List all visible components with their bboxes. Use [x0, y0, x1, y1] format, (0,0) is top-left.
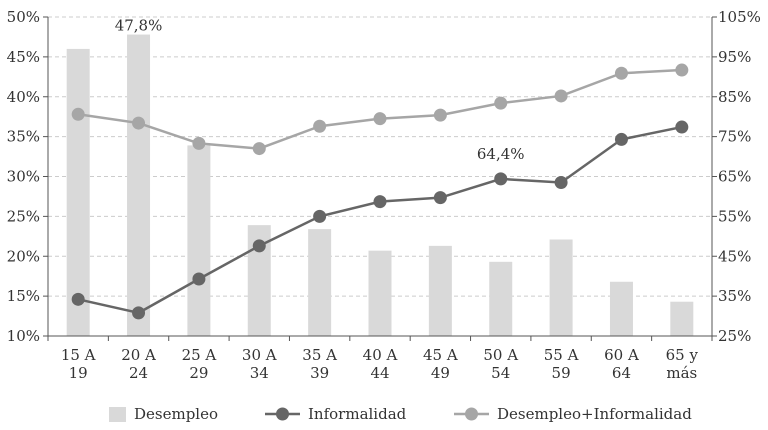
point-informalidad: [494, 172, 508, 186]
legend-label-informalidad: Informalidad: [308, 405, 407, 423]
y-right-tick-label: 25%: [718, 327, 751, 345]
y-right-tick-label: 55%: [718, 207, 751, 225]
bar-desempleo: [187, 145, 211, 336]
point-desempleo-informalidad: [132, 116, 146, 130]
legend-marker-informalidad: [276, 407, 289, 421]
bar-desempleo: [308, 229, 332, 336]
legend-marker-desempleo-informalidad: [465, 407, 478, 421]
x-tick-label: 44: [370, 364, 389, 382]
bar-desempleo: [247, 225, 271, 336]
point-informalidad: [192, 272, 206, 286]
x-tick-label: 24: [129, 364, 148, 382]
x-tick-label: 40 A: [363, 346, 398, 364]
y-left-tick-label: 50%: [7, 8, 40, 26]
x-tick-label: 54: [491, 364, 510, 382]
bar-desempleo: [549, 239, 573, 336]
point-desempleo-informalidad: [433, 108, 447, 122]
y-right-tick-label: 95%: [718, 48, 751, 66]
x-tick-label: 20 A: [121, 346, 156, 364]
point-desempleo-informalidad: [675, 63, 689, 77]
point-desempleo-informalidad: [192, 136, 206, 150]
x-tick-label: 25 A: [182, 346, 217, 364]
y-right-tick-label: 65%: [718, 168, 751, 186]
x-tick-label: 35 A: [302, 346, 337, 364]
point-informalidad: [554, 175, 568, 189]
x-tick-label: 50 A: [483, 346, 518, 364]
y-left-tick-label: 35%: [7, 128, 40, 146]
bar-desempleo: [609, 281, 633, 336]
legend-swatch-desempleo: [109, 407, 126, 422]
axes: [43, 16, 717, 341]
point-informalidad: [675, 120, 689, 134]
bar-desempleo: [66, 48, 90, 337]
tick-labels: 10% 15% 20% 25% 30% 35% 40% 45% 50% 25% 35% 45% 55% 6…: [7, 8, 761, 382]
point-informalidad: [132, 306, 146, 320]
point-informalidad: [373, 195, 387, 209]
y-right-tick-label: 75%: [718, 128, 751, 146]
y-right-tick-label: 85%: [718, 88, 751, 106]
bar-desempleo: [428, 245, 452, 336]
bar-desempleo: [489, 261, 513, 336]
bar-desempleo: [127, 34, 151, 337]
y-left-tick-label: 20%: [7, 247, 40, 265]
x-tick-label: 15 A: [61, 346, 96, 364]
point-informalidad: [252, 239, 266, 253]
y-right-tick-label: 45%: [718, 247, 751, 265]
x-tick-label: 64: [612, 364, 631, 382]
legend-label-desempleo: Desempleo: [134, 405, 218, 423]
point-informalidad: [433, 191, 447, 205]
y-left-tick-label: 40%: [7, 88, 40, 106]
data-label: 47,8%: [115, 17, 163, 35]
point-desempleo-informalidad: [554, 89, 568, 103]
bar-desempleo: [670, 301, 694, 336]
y-right-tick-label: 105%: [718, 8, 761, 26]
bar-series: [66, 34, 694, 337]
x-tick-label: 59: [552, 364, 571, 382]
line-series: [71, 63, 689, 320]
x-tick-label: 29: [189, 364, 208, 382]
x-tick-label: 65 y: [666, 346, 699, 364]
y-right-tick-label: 35%: [718, 287, 751, 305]
y-left-tick-label: 10%: [7, 327, 40, 345]
x-tick-label: 19: [69, 364, 88, 382]
data-labels: 47,8% 64,4%: [115, 17, 525, 163]
legend-label-desempleo-informalidad: Desempleo+Informalidad: [497, 405, 692, 423]
point-desempleo-informalidad: [313, 119, 327, 133]
point-desempleo-informalidad: [71, 107, 85, 121]
point-informalidad: [313, 209, 327, 223]
x-tick-label: 30 A: [242, 346, 277, 364]
x-tick-label: 60 A: [604, 346, 639, 364]
x-tick-label: 45 A: [423, 346, 458, 364]
x-tick-label: 39: [310, 364, 329, 382]
point-desempleo-informalidad: [252, 142, 266, 156]
x-tick-label: 55 A: [544, 346, 579, 364]
data-label: 64,4%: [477, 145, 525, 163]
point-desempleo-informalidad: [373, 112, 387, 126]
y-left-tick-label: 15%: [7, 287, 40, 305]
y-left-tick-label: 45%: [7, 48, 40, 66]
point-desempleo-informalidad: [494, 96, 508, 110]
legend: Desempleo Informalidad Desempleo+Informali…: [109, 405, 692, 423]
x-tick-label: más: [666, 364, 697, 382]
x-tick-label: 34: [250, 364, 269, 382]
x-tick-label: 49: [431, 364, 450, 382]
point-informalidad: [614, 132, 628, 146]
y-left-tick-label: 25%: [7, 207, 40, 225]
point-desempleo-informalidad: [614, 66, 628, 80]
y-left-tick-label: 30%: [7, 168, 40, 186]
point-informalidad: [71, 292, 85, 306]
bar-desempleo: [368, 250, 392, 336]
